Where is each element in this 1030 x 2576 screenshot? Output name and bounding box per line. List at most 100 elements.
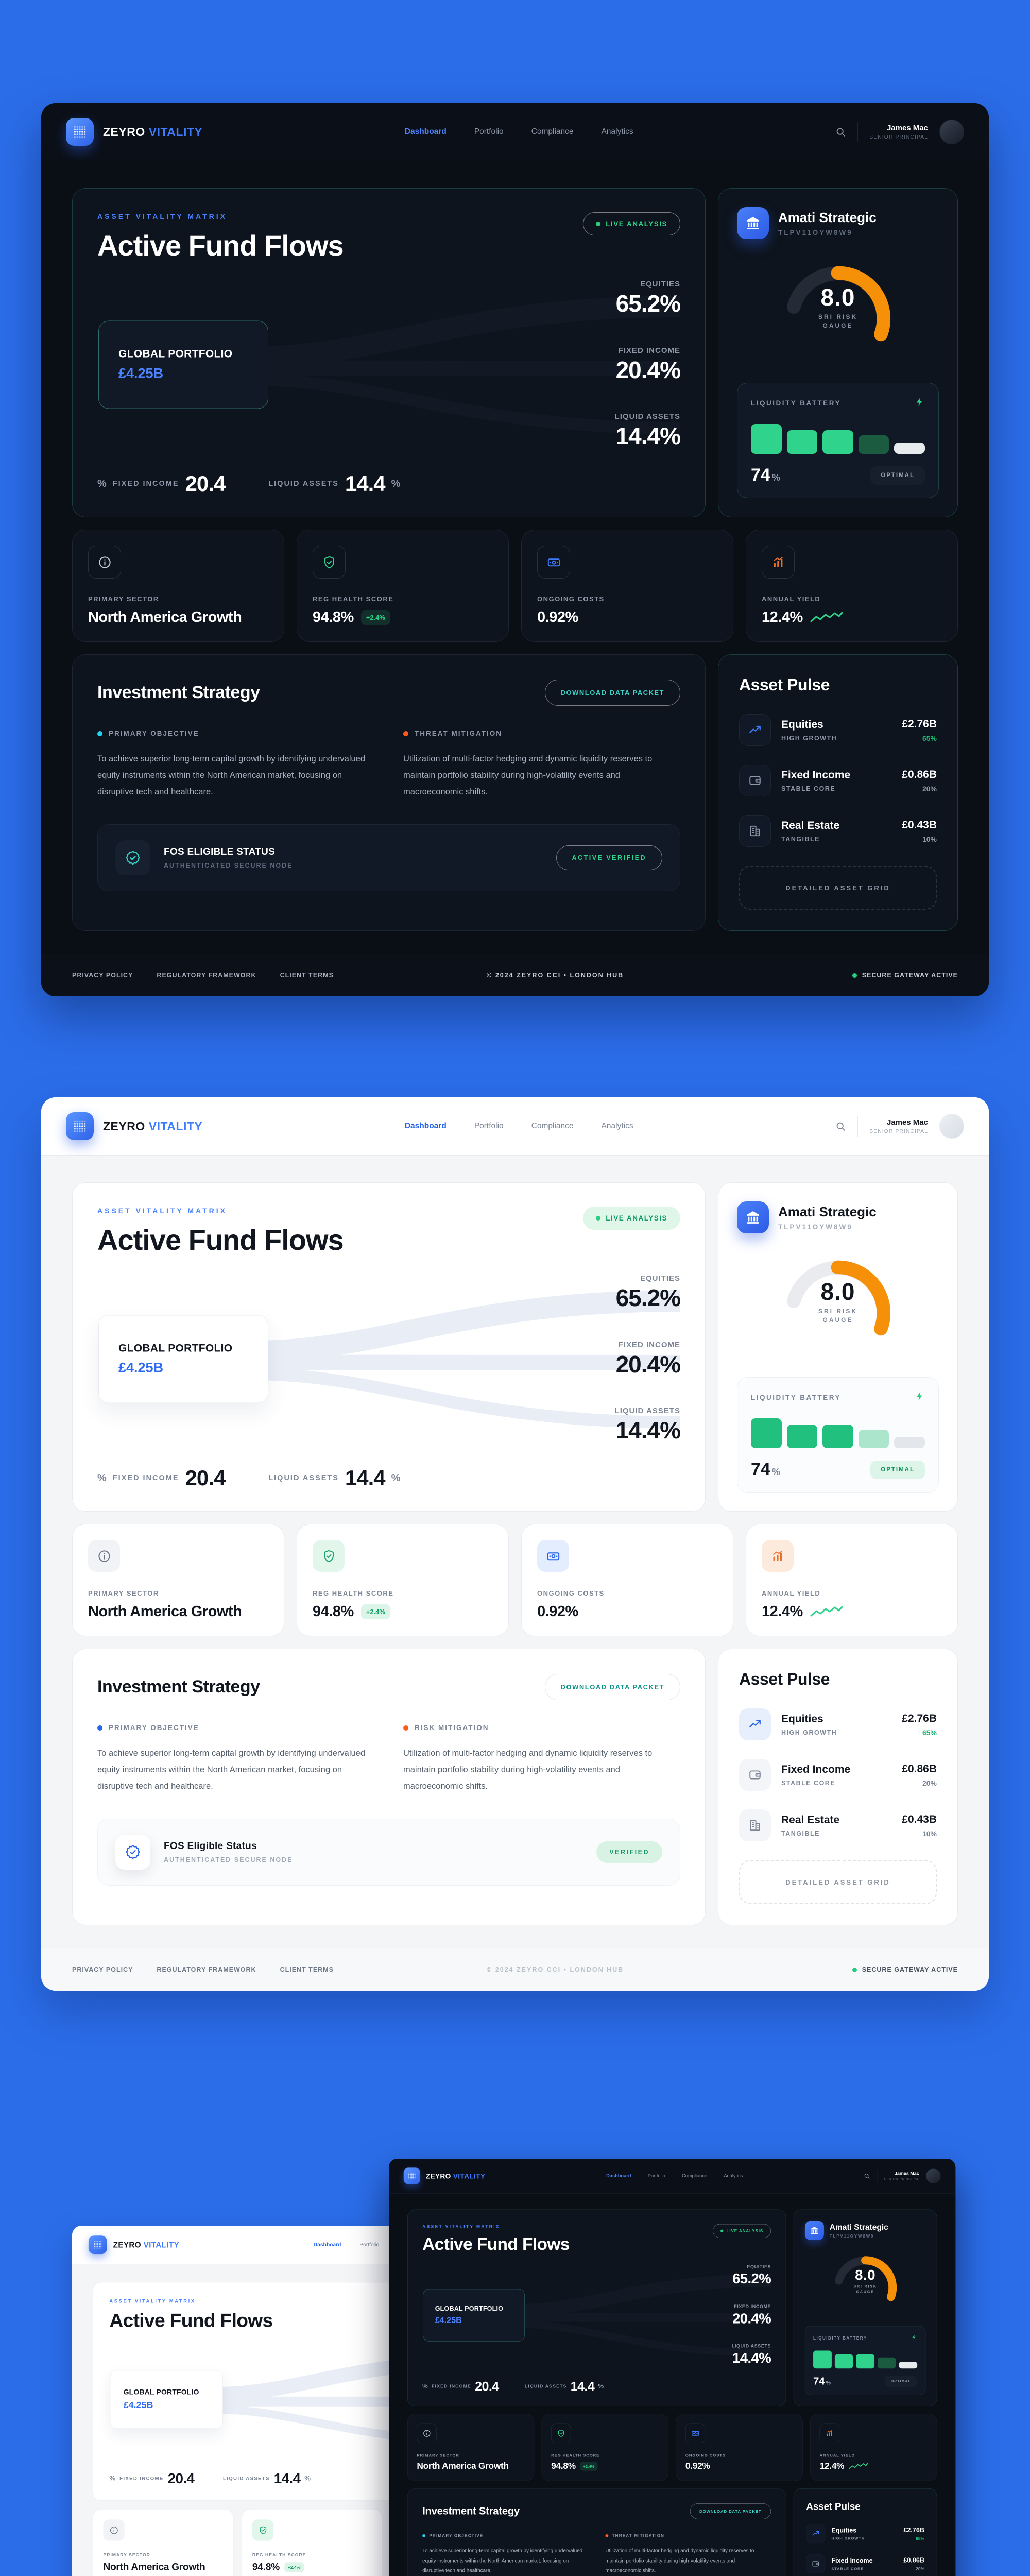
user-info: James Mac SENIOR PRINCIPAL [869,123,928,141]
tab-dashboard[interactable]: Dashboard [404,1122,447,1130]
fund-code: TLPV11OYW8W9 [778,229,853,236]
wallet-icon [739,765,771,796]
privacy-policy-link[interactable]: PRIVACY POLICY [72,1966,133,1973]
fos-status-banner: FOS ELIGIBLE STATUS AUTHENTICATED SECURE… [97,824,680,891]
shield-check-icon [313,546,346,579]
battery-percent: 74% [751,1460,780,1479]
risk-mitigation-column: THREAT MITIGATION Utilization of multi-f… [605,2533,771,2575]
building-icon [739,1809,771,1841]
avatar[interactable] [939,1114,964,1139]
bolt-icon [915,397,925,410]
fund-header: Amati Strategic TLPV11OYW8W9 [804,2221,925,2240]
hero-row: ASSET VITALITY MATRIX Active Fund Flows … [72,1182,958,1512]
bank-icon [737,207,769,239]
battery-segments [751,422,925,454]
tab-dashboard[interactable]: Dashboard [606,2173,631,2179]
fund-summary-panel: Amati Strategic TLPV11OYW8W9 8.0 SRI RIS… [718,1182,958,1512]
asset-pulse-panel: Asset Pulse Equities HIGH GROWTH £2.76B … [718,654,958,931]
info-icon [417,2423,437,2443]
flow-diagram: GLOBAL PORTFOLIO £4.25B EQUITIES 65.2% F… [422,2264,771,2366]
header-divider [857,122,859,142]
tab-compliance[interactable]: Compliance [682,2173,708,2179]
logo-grid-icon [403,2167,420,2184]
battery-segments [751,1416,925,1448]
header-divider [857,1116,859,1137]
battery-label: LIQUIDITY BATTERY [813,2335,867,2341]
hero-stat-liquid-assets: LIQUID ASSETS 14.4 % [524,2379,604,2394]
page-title: Active Fund Flows [97,229,344,262]
fos-subtitle: AUTHENTICATED SECURE NODE [164,861,293,869]
stat-card-annual-yield: ANNUAL YIELD 12.4% [746,530,958,642]
client-terms-link[interactable]: CLIENT TERMS [280,1966,334,1973]
brand-primary: ZEYRO [103,125,145,139]
page-title: Active Fund Flows [109,2309,273,2331]
brand-secondary: VITALITY [143,2240,179,2249]
banknote-icon [685,2423,706,2443]
yield-sparkline [810,612,843,622]
trend-up-icon [739,714,771,746]
stats-row: PRIMARY SECTOR North America Growth REG … [72,530,958,642]
search-icon[interactable] [864,2173,870,2179]
primary-objective-column: PRIMARY OBJECTIVE To achieve superior lo… [97,1724,374,1795]
node-label: GLOBAL PORTFOLIO [435,2305,504,2313]
tab-portfolio[interactable]: Portfolio [647,2173,665,2179]
battery-percent: 74% [751,465,780,485]
objective-dot [97,731,102,736]
primary-objective-column: PRIMARY OBJECTIVE To achieve superior lo… [422,2533,588,2575]
nav: Dashboard Portfolio Compliance Analytics [405,1122,633,1131]
risk-mitigation-column: THREAT MITIGATION Utilization of multi-f… [403,730,680,801]
download-data-packet-button[interactable]: DOWNLOAD DATA PACKET [544,1674,680,1700]
footer: PRIVACY POLICY REGULATORY FRAMEWORK CLIE… [41,954,989,996]
tab-portfolio[interactable]: Portfolio [474,127,504,136]
brand: ZEYRO VITALITY [88,2235,179,2255]
allocation-equities: EQUITIES 65.2% [615,280,681,317]
tab-dashboard[interactable]: Dashboard [313,2242,341,2248]
trend-chart-icon [762,1540,794,1572]
client-terms-link[interactable]: CLIENT TERMS [280,972,334,979]
fos-text: FOS ELIGIBLE STATUS AUTHENTICATED SECURE… [164,846,293,869]
privacy-policy-link[interactable]: PRIVACY POLICY [72,972,133,979]
stat-card-primary-sector: PRIMARY SECTOR North America Growth [72,530,284,642]
banknote-icon [537,546,570,579]
risk-gauge: 8.0 SRI RISK GAUGE [775,257,901,343]
download-data-packet-button[interactable]: DOWNLOAD DATA PACKET [544,680,680,706]
investment-strategy-panel: Investment Strategy DOWNLOAD DATA PACKET… [407,2488,786,2576]
live-dot [596,222,601,226]
tab-analytics[interactable]: Analytics [601,127,633,136]
search-icon[interactable] [835,1121,846,1132]
yield-sparkline [810,1606,843,1616]
download-data-packet-button[interactable]: DOWNLOAD DATA PACKET [690,2503,771,2519]
detailed-asset-grid-button[interactable]: DETAILED ASSET GRID [739,1860,937,1904]
risk-gauge: 8.0 SRI RISK GAUGE [828,2250,903,2302]
risk-text: Utilization of multi-factor hedging and … [605,2548,754,2574]
fund-summary-panel: Amati Strategic TLPV11OYW8W9 8.0 SRI RIS… [718,188,958,517]
stat-card-ongoing-costs: ONGOING COSTS 0.92% [676,2414,803,2481]
panel-eyebrow: ASSET VITALITY MATRIX [109,2298,196,2304]
tab-compliance[interactable]: Compliance [531,1122,574,1130]
status-dot [852,973,857,978]
search-icon[interactable] [835,127,846,138]
regulatory-framework-link[interactable]: REGULATORY FRAMEWORK [157,972,256,979]
tab-analytics[interactable]: Analytics [724,2173,743,2179]
live-analysis-badge: LIVE ANALYSIS [583,212,680,235]
hero-stat-liquid-assets: LIQUID ASSETS 14.4 % [268,1466,401,1490]
tab-compliance[interactable]: Compliance [531,127,574,136]
risk-text: Utilization of multi-factor hedging and … [403,1749,653,1791]
gateway-status: SECURE GATEWAY ACTIVE [690,972,958,979]
panel-eyebrow: ASSET VITALITY MATRIX [97,1207,228,1215]
flow-diagram: GLOBAL PORTFOLIO £4.25B EQUITIES 65.2% F… [97,280,681,450]
detailed-asset-grid-button[interactable]: DETAILED ASSET GRID [739,866,937,910]
tab-analytics[interactable]: Analytics [601,1122,633,1130]
tab-portfolio[interactable]: Portfolio [359,2242,380,2248]
regulatory-framework-link[interactable]: REGULATORY FRAMEWORK [157,1966,256,1973]
bottom-row: Investment Strategy DOWNLOAD DATA PACKET… [72,1649,958,1925]
risk-gauge: 8.0 SRI RISK GAUGE [775,1251,901,1337]
global-portfolio-node: GLOBAL PORTFOLIO £4.25B [423,2289,525,2342]
tab-portfolio[interactable]: Portfolio [474,1122,504,1130]
avatar[interactable] [939,120,964,144]
fos-subtitle: AUTHENTICATED SECURE NODE [164,1856,293,1863]
fos-status-banner: FOS Eligible Status AUTHENTICATED SECURE… [97,1818,680,1886]
tab-dashboard[interactable]: Dashboard [404,127,447,136]
avatar[interactable] [925,2168,941,2183]
asset-pulse-title: Asset Pulse [806,2501,861,2512]
